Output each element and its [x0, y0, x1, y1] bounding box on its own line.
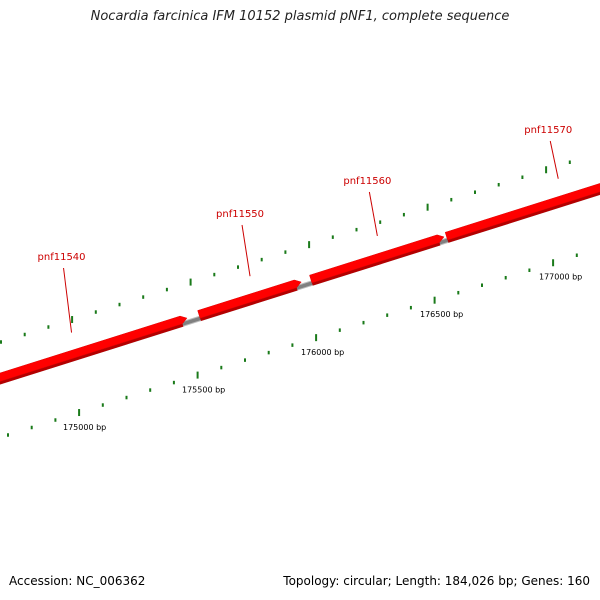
upper-tick-ring [0, 160, 571, 344]
sequence-summary: Topology: circular; Length: 184,026 bp; … [283, 574, 590, 588]
gene-leader-line [241, 224, 251, 277]
position-label: 176000 bp [301, 348, 344, 357]
gene-label: pnf11570 [524, 125, 572, 136]
gene-leader-line [63, 267, 73, 333]
gene-arrow-shade [447, 191, 600, 243]
gene-arrow [309, 234, 445, 284]
gene-arrow-shade [311, 242, 441, 286]
gene-label-layer: pnf11540 pnf11550 pnf11560 pnf11570 [38, 125, 572, 333]
accession-label: Accession: NC_006362 [9, 574, 146, 588]
lower-tick-ring [7, 253, 578, 437]
map-title: Nocardia farcinica IFM 10152 plasmid pNF… [90, 9, 510, 24]
gene-leader-line [368, 191, 378, 237]
gene-leader-line [549, 140, 559, 179]
gene-layer [0, 183, 600, 385]
gene-arrow-shade [0, 323, 184, 385]
gene-arrow [0, 315, 188, 382]
gene-arrow-shade [200, 287, 298, 322]
gene-label: pnf11550 [216, 209, 264, 220]
position-label: 176500 bp [420, 310, 463, 319]
position-label-layer: 175000 bp 175500 bp 176000 bp 176500 bp 1770… [63, 273, 582, 432]
position-label: 177000 bp [539, 273, 582, 282]
gene-arrow [197, 279, 302, 319]
gene-label: pnf11540 [38, 252, 86, 263]
gene-label: pnf11560 [343, 176, 391, 187]
position-label: 175000 bp [63, 423, 106, 432]
gene-arrow [444, 183, 600, 241]
position-label: 175500 bp [182, 385, 225, 394]
